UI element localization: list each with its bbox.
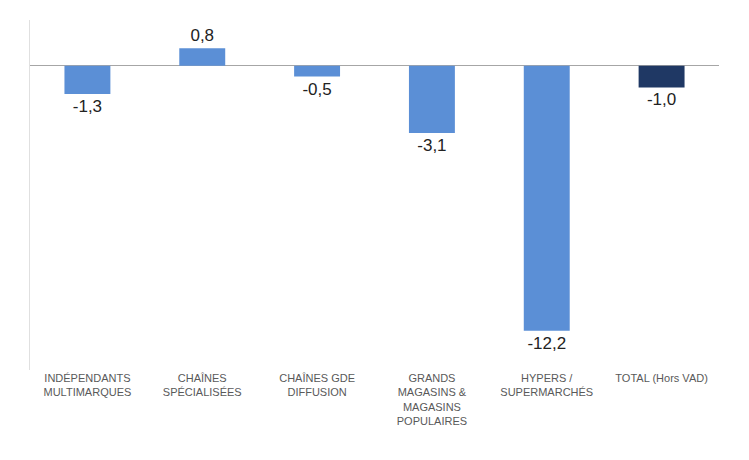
svg-text:-3,1: -3,1 [417, 136, 446, 155]
svg-text:GRANDSMAGASINS &MAGASINSPOPULA: GRANDSMAGASINS &MAGASINSPOPULAIRES [397, 372, 467, 427]
svg-text:CHAÎNES GDEDIFFUSION: CHAÎNES GDEDIFFUSION [279, 372, 355, 398]
svg-text:-0,5: -0,5 [302, 80, 331, 99]
svg-text:-1,3: -1,3 [73, 97, 102, 116]
svg-text:HYPERS /SUPERMARCHÉS: HYPERS /SUPERMARCHÉS [500, 372, 593, 398]
svg-text:0,8: 0,8 [190, 26, 214, 45]
svg-text:INDÉPENDANTSMULTIMARQUES: INDÉPENDANTSMULTIMARQUES [44, 372, 132, 398]
svg-text:-1,0: -1,0 [647, 90, 676, 109]
svg-text:TOTAL (Hors VAD): TOTAL (Hors VAD) [615, 372, 708, 384]
svg-text:-12,2: -12,2 [527, 334, 566, 353]
svg-text:CHAÎNESSPÉCIALISÉES: CHAÎNESSPÉCIALISÉES [163, 372, 242, 398]
